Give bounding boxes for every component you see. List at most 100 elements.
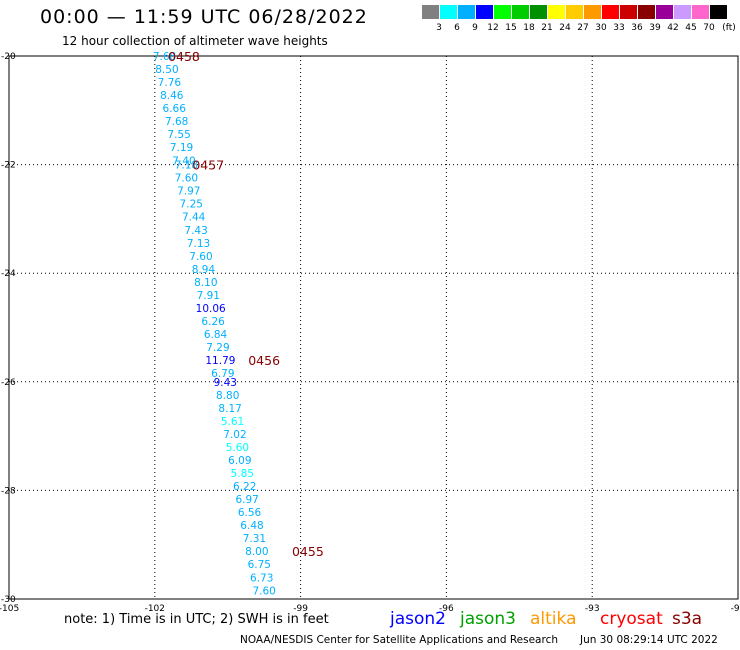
wave-height-point: 8.94 bbox=[192, 264, 216, 276]
x-tick-label: -90 bbox=[731, 604, 740, 614]
legend-label: 21 bbox=[541, 23, 553, 33]
data-points: 7.688.507.768.466.667.687.557.197.407.18… bbox=[153, 51, 276, 597]
grid-lines bbox=[9, 56, 738, 599]
legend-label: 70 bbox=[703, 23, 715, 33]
time-labels: 0458 0457 0456 0455 bbox=[168, 49, 324, 559]
time-label: 0458 bbox=[168, 49, 200, 64]
wave-height-point: 11.79 bbox=[205, 355, 235, 367]
wave-height-point: 8.80 bbox=[216, 390, 239, 402]
wave-height-point: 6.22 bbox=[233, 481, 256, 493]
wave-height-point: 7.43 bbox=[184, 225, 207, 237]
plot-frame bbox=[8, 55, 739, 600]
wave-height-point: 8.10 bbox=[194, 277, 217, 289]
wave-height-point: 7.68 bbox=[153, 51, 176, 63]
legend-label: 18 bbox=[523, 23, 535, 33]
legend-label: 3 bbox=[436, 23, 442, 33]
wave-height-point: 7.76 bbox=[158, 77, 182, 89]
x-tick-label: -96 bbox=[439, 604, 454, 614]
wave-height-point: 7.60 bbox=[252, 585, 275, 597]
legend-label: 15 bbox=[505, 23, 517, 33]
legend-swatch bbox=[512, 5, 529, 19]
legend-label: 33 bbox=[613, 23, 625, 33]
legend-label: 24 bbox=[559, 23, 571, 33]
satellite-label: jason2 bbox=[390, 609, 446, 629]
credit-text: NOAA/NESDIS Center for Satellite Applica… bbox=[240, 634, 558, 646]
wave-height-point: 6.56 bbox=[238, 507, 262, 519]
x-tick-label: -99 bbox=[293, 604, 308, 614]
legend-swatch bbox=[584, 5, 601, 19]
legend-swatch bbox=[692, 5, 709, 19]
y-tick-label: -26 bbox=[1, 378, 16, 388]
wave-height-point: 6.48 bbox=[240, 520, 263, 532]
wave-height-point: 7.19 bbox=[170, 142, 193, 154]
y-tick-label: -28 bbox=[1, 486, 16, 496]
wave-height-point: 7.68 bbox=[165, 116, 188, 128]
legend-swatch bbox=[656, 5, 673, 19]
wave-height-point: 7.55 bbox=[167, 129, 190, 141]
wave-height-point: 7.02 bbox=[223, 429, 246, 441]
legend-unit: (ft) bbox=[722, 23, 736, 33]
wave-height-point: 6.26 bbox=[201, 316, 225, 328]
wave-height-point: 10.06 bbox=[196, 303, 226, 315]
time-label: 0456 bbox=[248, 353, 280, 368]
legend-label: 42 bbox=[667, 23, 679, 33]
wave-height-point: 8.17 bbox=[218, 403, 241, 415]
legend-swatch bbox=[458, 5, 475, 19]
x-tick-label: -102 bbox=[145, 604, 165, 614]
wave-height-point: 5.61 bbox=[221, 416, 244, 428]
x-tick-label: -93 bbox=[585, 604, 600, 614]
wave-height-point: 7.60 bbox=[175, 173, 198, 185]
y-tick-label: -20 bbox=[1, 52, 16, 62]
wave-height-point: 8.50 bbox=[155, 64, 178, 76]
y-tick-label: -22 bbox=[1, 161, 16, 171]
wave-height-point: 8.46 bbox=[160, 90, 184, 102]
time-label: 0455 bbox=[292, 544, 324, 559]
satellite-label: altika bbox=[530, 609, 577, 629]
timestamp-text: Jun 30 08:29:14 UTC 2022 bbox=[580, 634, 718, 646]
legend-swatch bbox=[548, 5, 565, 19]
wave-height-point: 6.79 bbox=[211, 368, 234, 380]
wave-height-point: 6.73 bbox=[250, 572, 273, 584]
legend-swatch bbox=[494, 5, 511, 19]
wave-height-point: 8.00 bbox=[245, 546, 268, 558]
legend-swatch bbox=[566, 5, 583, 19]
legend-label: 9 bbox=[472, 23, 478, 33]
wave-height-point: 6.97 bbox=[235, 494, 258, 506]
wave-height-point: 7.97 bbox=[177, 186, 200, 198]
wave-height-point: 6.75 bbox=[248, 559, 271, 571]
legend-swatch bbox=[620, 5, 637, 19]
axis-tick-labels: -105 -102 -99 -96 -93 -90 -20 -22 -24 -26 -28 -30 bbox=[0, 52, 740, 614]
y-tick-label: -24 bbox=[1, 269, 16, 279]
legend-label: 12 bbox=[487, 23, 499, 33]
satellite-label: s3a bbox=[672, 609, 703, 629]
legend-label: 6 bbox=[454, 23, 460, 33]
wave-height-point: 7.44 bbox=[182, 212, 206, 224]
wave-height-point: 7.29 bbox=[206, 342, 229, 354]
legend-swatch bbox=[638, 5, 655, 19]
legend-swatch bbox=[602, 5, 619, 19]
chart-subtitle: 12 hour collection of altimeter wave hei… bbox=[62, 34, 328, 48]
wave-height-point: 9.43 bbox=[214, 377, 237, 389]
chart-title: 00:00 — 11:59 UTC 06/28/2022 bbox=[40, 6, 368, 28]
y-tick-label: -30 bbox=[1, 595, 16, 605]
wave-height-point: 6.09 bbox=[228, 455, 251, 467]
wave-height-point: 6.66 bbox=[163, 103, 187, 115]
note-text: note: 1) Time is in UTC; 2) SWH is in fe… bbox=[64, 612, 329, 627]
time-label: 0457 bbox=[192, 158, 224, 173]
wave-height-point: 7.25 bbox=[180, 199, 203, 211]
legend-label: 27 bbox=[577, 23, 589, 33]
wave-height-point: 6.84 bbox=[204, 329, 228, 341]
legend-swatch bbox=[440, 5, 457, 19]
wave-height-point: 7.13 bbox=[187, 238, 210, 250]
wave-height-point: 5.85 bbox=[231, 468, 254, 480]
legend-swatch bbox=[422, 5, 439, 19]
legend-swatch bbox=[530, 5, 547, 19]
satellite-label: cryosat bbox=[600, 609, 663, 629]
legend-label: 39 bbox=[649, 23, 661, 33]
legend-swatch bbox=[476, 5, 493, 19]
legend-label: 30 bbox=[595, 23, 607, 33]
wave-height-point: 7.91 bbox=[197, 290, 220, 302]
wave-height-point: 7.18 bbox=[175, 160, 198, 172]
legend-swatch bbox=[710, 5, 727, 19]
